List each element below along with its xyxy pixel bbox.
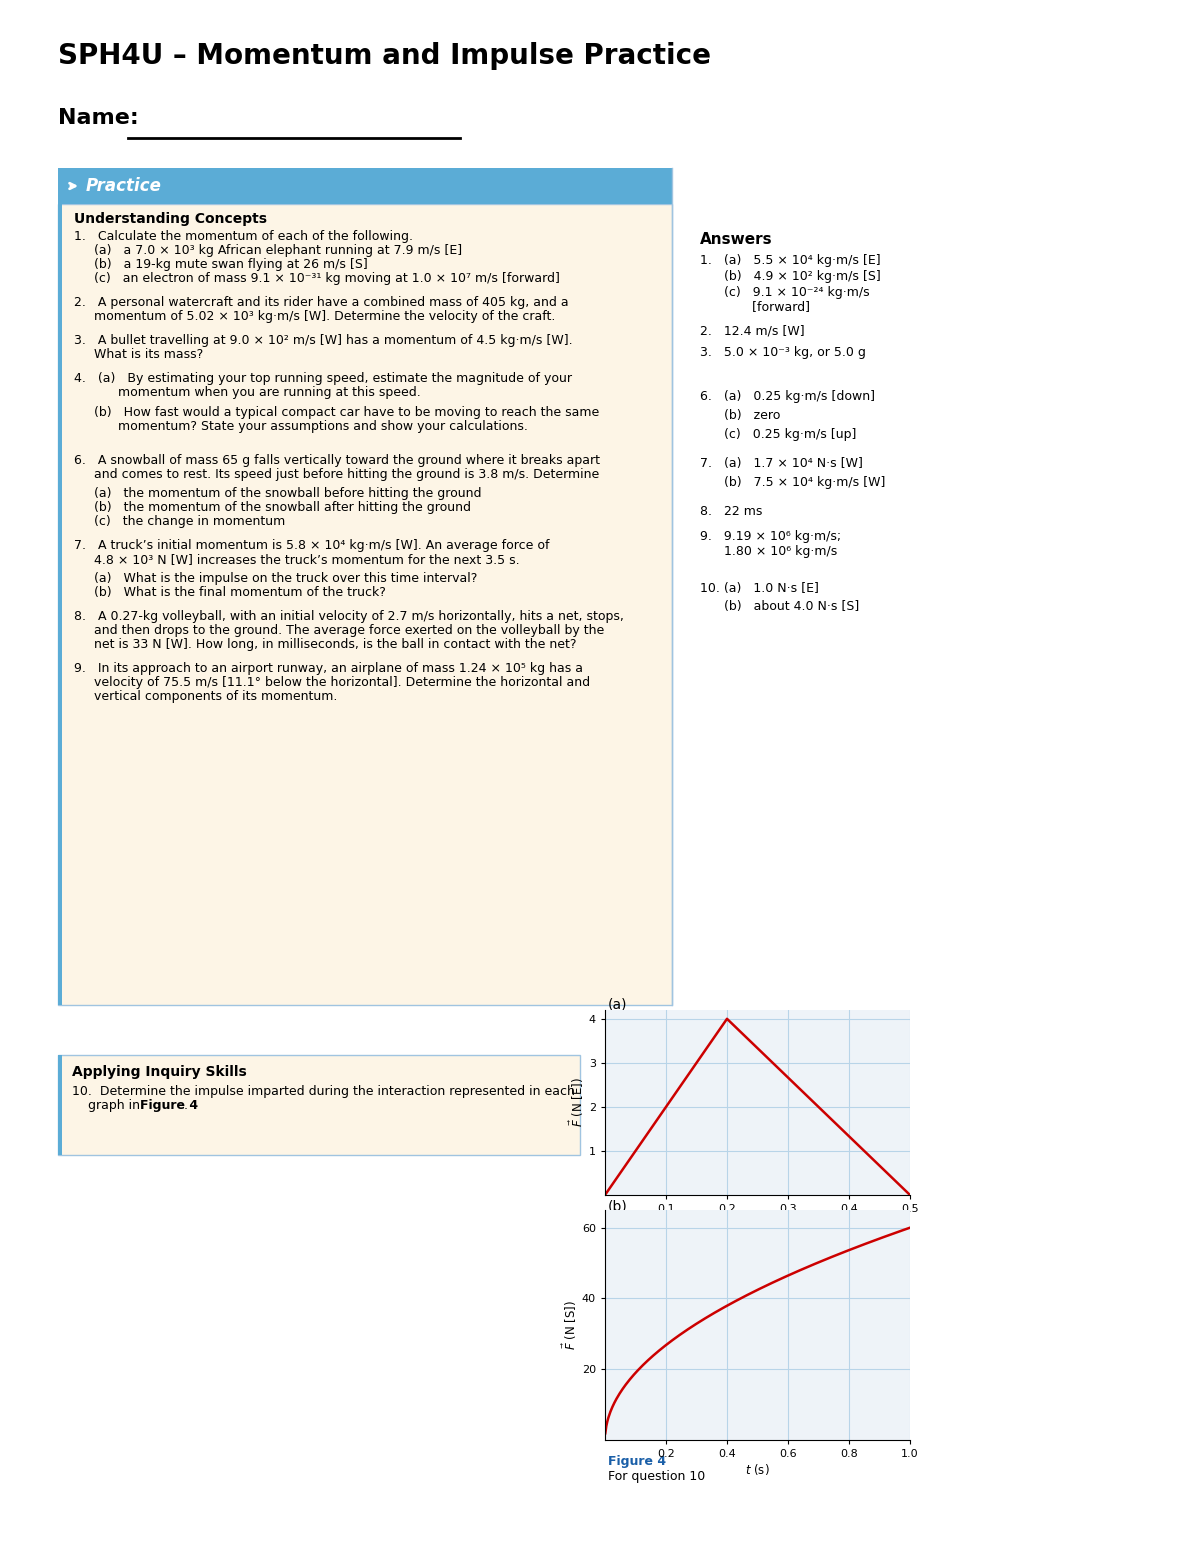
Bar	[58, 1054, 580, 1155]
Text: [forward]: [forward]	[700, 300, 810, 314]
Text: (b)   How fast would a typical compact car have to be moving to reach the same: (b) How fast would a typical compact car…	[74, 405, 599, 419]
Text: (b)   a 19-kg mute swan flying at 26 m/s [S]: (b) a 19-kg mute swan flying at 26 m/s […	[74, 258, 367, 272]
Text: (b): (b)	[608, 1200, 628, 1214]
Y-axis label: $\vec{F}$ (N [E]): $\vec{F}$ (N [E])	[568, 1078, 586, 1127]
Text: Figure 4: Figure 4	[608, 1455, 666, 1468]
Text: 2.   A personal watercraft and its rider have a combined mass of 405 kg, and a: 2. A personal watercraft and its rider h…	[74, 297, 569, 309]
Bar	[58, 1054, 62, 1155]
Text: 1.80 × 10⁶ kg·m/s: 1.80 × 10⁶ kg·m/s	[700, 545, 838, 558]
Text: SPH4U – Momentum and Impulse Practice: SPH4U – Momentum and Impulse Practice	[58, 42, 710, 70]
Text: 6.   (a)   0.25 kg·m/s [down]: 6. (a) 0.25 kg·m/s [down]	[700, 390, 875, 402]
Text: Name:: Name:	[58, 109, 139, 127]
Text: What is its mass?: What is its mass?	[74, 348, 203, 360]
Text: 4.8 × 10³ N [W] increases the truck’s momentum for the next 3.5 s.: 4.8 × 10³ N [W] increases the truck’s mo…	[74, 553, 520, 565]
Text: (b)   zero: (b) zero	[700, 408, 780, 422]
Text: and then drops to the ground. The average force exerted on the volleyball by the: and then drops to the ground. The averag…	[74, 624, 605, 637]
Text: (b)   about 4.0 N·s [S]: (b) about 4.0 N·s [S]	[700, 599, 859, 613]
Text: (c)   0.25 kg·m/s [up]: (c) 0.25 kg·m/s [up]	[700, 429, 857, 441]
Text: For question 10: For question 10	[608, 1471, 706, 1483]
Text: 7.   A truck’s initial momentum is 5.8 × 10⁴ kg·m/s [W]. An average force of: 7. A truck’s initial momentum is 5.8 × 1…	[74, 539, 550, 551]
Text: Answers: Answers	[700, 231, 773, 247]
Text: momentum? State your assumptions and show your calculations.: momentum? State your assumptions and sho…	[74, 419, 528, 433]
Text: 6.   A snowball of mass 65 g falls vertically toward the ground where it breaks : 6. A snowball of mass 65 g falls vertica…	[74, 453, 600, 467]
Text: 1.   Calculate the momentum of each of the following.: 1. Calculate the momentum of each of the…	[74, 230, 413, 242]
Text: Applying Inquiry Skills: Applying Inquiry Skills	[72, 1065, 247, 1079]
Text: 8.   A 0.27-kg volleyball, with an initial velocity of 2.7 m/s horizontally, hit: 8. A 0.27-kg volleyball, with an initial…	[74, 610, 624, 623]
Text: 1.   (a)   5.5 × 10⁴ kg·m/s [E]: 1. (a) 5.5 × 10⁴ kg·m/s [E]	[700, 255, 881, 267]
Text: Practice: Practice	[86, 177, 162, 196]
Text: net is 33 N [W]. How long, in milliseconds, is the ball in contact with the net?: net is 33 N [W]. How long, in millisecon…	[74, 638, 576, 651]
Text: (b)   4.9 × 10² kg·m/s [S]: (b) 4.9 × 10² kg·m/s [S]	[700, 270, 881, 283]
Text: 2.   12.4 m/s [W]: 2. 12.4 m/s [W]	[700, 325, 805, 337]
Text: Figure 4: Figure 4	[140, 1100, 198, 1112]
X-axis label: $t$ (s): $t$ (s)	[745, 1218, 770, 1232]
Text: momentum of 5.02 × 10³ kg·m/s [W]. Determine the velocity of the craft.: momentum of 5.02 × 10³ kg·m/s [W]. Deter…	[74, 311, 556, 323]
Text: 4.   (a)   By estimating your top running speed, estimate the magnitude of your: 4. (a) By estimating your top running sp…	[74, 373, 572, 385]
Bar	[58, 203, 672, 1005]
Text: (b)   What is the final momentum of the truck?: (b) What is the final momentum of the tr…	[74, 585, 386, 599]
Text: (a)   What is the impulse on the truck over this time interval?: (a) What is the impulse on the truck ove…	[74, 572, 478, 585]
Text: (a)   a 7.0 × 10³ kg African elephant running at 7.9 m/s [E]: (a) a 7.0 × 10³ kg African elephant runn…	[74, 244, 462, 256]
Text: velocity of 75.5 m/s [11.1° below the horizontal]. Determine the horizontal and: velocity of 75.5 m/s [11.1° below the ho…	[74, 676, 590, 690]
Text: .: .	[184, 1100, 188, 1112]
Text: 3.   5.0 × 10⁻³ kg, or 5.0 g: 3. 5.0 × 10⁻³ kg, or 5.0 g	[700, 346, 866, 359]
Text: 8.   22 ms: 8. 22 ms	[700, 505, 762, 519]
Text: (a): (a)	[608, 999, 628, 1013]
Text: 10.  Determine the impulse imparted during the interaction represented in each: 10. Determine the impulse imparted durin…	[72, 1086, 575, 1098]
Text: 9.   In its approach to an airport runway, an airplane of mass 1.24 × 10⁵ kg has: 9. In its approach to an airport runway,…	[74, 662, 583, 676]
Y-axis label: $\vec{F}$ (N [S]): $\vec{F}$ (N [S])	[562, 1300, 580, 1350]
Text: 3.   A bullet travelling at 9.0 × 10² m/s [W] has a momentum of 4.5 kg·m/s [W].: 3. A bullet travelling at 9.0 × 10² m/s …	[74, 334, 572, 346]
Text: (a)   the momentum of the snowball before hitting the ground: (a) the momentum of the snowball before …	[74, 488, 481, 500]
Bar	[58, 203, 62, 1005]
X-axis label: $t$ (s): $t$ (s)	[745, 1461, 770, 1477]
Text: 10. (a)   1.0 N·s [E]: 10. (a) 1.0 N·s [E]	[700, 582, 818, 595]
Text: (b)   7.5 × 10⁴ kg·m/s [W]: (b) 7.5 × 10⁴ kg·m/s [W]	[700, 477, 886, 489]
Text: (b)   the momentum of the snowball after hitting the ground: (b) the momentum of the snowball after h…	[74, 502, 470, 514]
Text: and comes to rest. Its speed just before hitting the ground is 3.8 m/s. Determin: and comes to rest. Its speed just before…	[74, 467, 599, 481]
Text: 9.   9.19 × 10⁶ kg·m/s;: 9. 9.19 × 10⁶ kg·m/s;	[700, 530, 841, 544]
Text: (c)   an electron of mass 9.1 × 10⁻³¹ kg moving at 1.0 × 10⁷ m/s [forward]: (c) an electron of mass 9.1 × 10⁻³¹ kg m…	[74, 272, 560, 286]
Text: 7.   (a)   1.7 × 10⁴ N·s [W]: 7. (a) 1.7 × 10⁴ N·s [W]	[700, 457, 863, 471]
Text: graph in: graph in	[88, 1100, 144, 1112]
Bar	[58, 168, 672, 203]
Text: (c)   9.1 × 10⁻²⁴ kg·m/s: (c) 9.1 × 10⁻²⁴ kg·m/s	[700, 286, 870, 300]
Text: (c)   the change in momentum: (c) the change in momentum	[74, 516, 286, 528]
Text: momentum when you are running at this speed.: momentum when you are running at this sp…	[74, 387, 421, 399]
Text: Understanding Concepts: Understanding Concepts	[74, 213, 266, 227]
Text: vertical components of its momentum.: vertical components of its momentum.	[74, 690, 337, 704]
